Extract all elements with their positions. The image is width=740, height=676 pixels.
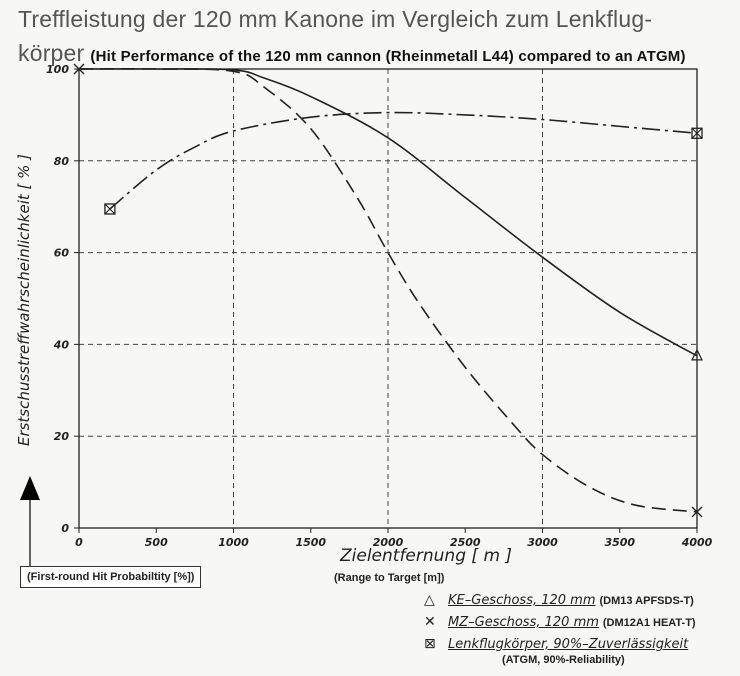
legend-item-atgm: ⊠ Lenkflugkörper, 90%–Zuverlässigkeit	[424, 636, 696, 658]
triangle-icon: △	[424, 592, 435, 608]
y-axis-label: Erstschusstreffwahrscheinlichkeit [ % ]	[15, 153, 33, 447]
x-tick-label: 500	[145, 536, 168, 549]
legend-label-atgm: Lenkflugkörper, 90%–Zuverlässigkeit	[448, 637, 689, 652]
x-axis-label: Zielentfernung [ m ]	[340, 546, 513, 566]
x-tick-label: 3000	[527, 536, 558, 549]
x-axis-label-english: (Range to Target [m])	[334, 572, 445, 584]
x-tick-label: 4000	[681, 536, 713, 549]
boxed-cross-icon: ⊠	[424, 636, 436, 652]
x-tick-label: 0	[75, 536, 83, 549]
y-tick-label: 80	[54, 155, 70, 168]
x-tick-label: 3500	[604, 536, 635, 549]
legend-english-ke: (DM13 APFSDS-T)	[599, 595, 694, 607]
legend-english-mz: (DM12A1 HEAT-T)	[602, 617, 696, 629]
title-line-1: Treffleistung der 120 mm Kanone im Vergl…	[18, 6, 653, 32]
cross-icon: ✕	[424, 614, 436, 630]
y-axis-label-english: (First-round Hit Probabiltity [%])	[20, 566, 202, 588]
atgm-marker-cross	[691, 127, 703, 139]
y-tick-label: 20	[54, 430, 70, 443]
y-tick-label: 0	[61, 522, 69, 535]
x-tick-label: 2000	[373, 536, 404, 549]
x-tick-label: 1500	[295, 536, 326, 549]
title-line-2-text: körper	[18, 40, 85, 66]
series-ke-line	[78, 68, 698, 357]
y-tick-label: 100	[46, 63, 69, 76]
title-line-2: körper (Hit Performance of the 120 mm can…	[18, 36, 686, 74]
y-tick-label: 40	[53, 338, 70, 351]
ke-marker	[691, 348, 703, 361]
x-tick-label: 2500	[450, 536, 481, 549]
y-tick-label: 60	[54, 247, 70, 260]
atgm-marker-box	[104, 203, 116, 215]
up-arrow-icon	[20, 476, 40, 566]
chart-title: Treffleistung der 120 mm Kanone im Vergl…	[18, 2, 686, 74]
series-mz-line	[78, 68, 698, 513]
legend-item-ke: △ KE–Geschoss, 120 mm (DM13 APFSDS-T)	[424, 592, 696, 614]
atgm-marker-cross	[104, 203, 116, 215]
mz-marker	[73, 63, 85, 75]
title-english: (Hit Performance of the 120 mm cannon (R…	[90, 48, 686, 65]
legend-item-mz: ✕ MZ–Geschoss, 120 mm (DM12A1 HEAT-T)	[424, 614, 696, 636]
atgm-marker-box	[691, 127, 703, 139]
legend: △ KE–Geschoss, 120 mm (DM13 APFSDS-T) ✕ …	[424, 592, 696, 666]
mz-marker	[691, 506, 703, 518]
x-tick-label: 1000	[218, 536, 249, 549]
legend-label-mz: MZ–Geschoss, 120 mm	[448, 615, 599, 630]
legend-label-ke: KE–Geschoss, 120 mm	[448, 593, 596, 608]
series-atgm-line	[109, 111, 698, 210]
legend-english-atgm: (ATGM, 90%-Reliability)	[502, 654, 625, 666]
